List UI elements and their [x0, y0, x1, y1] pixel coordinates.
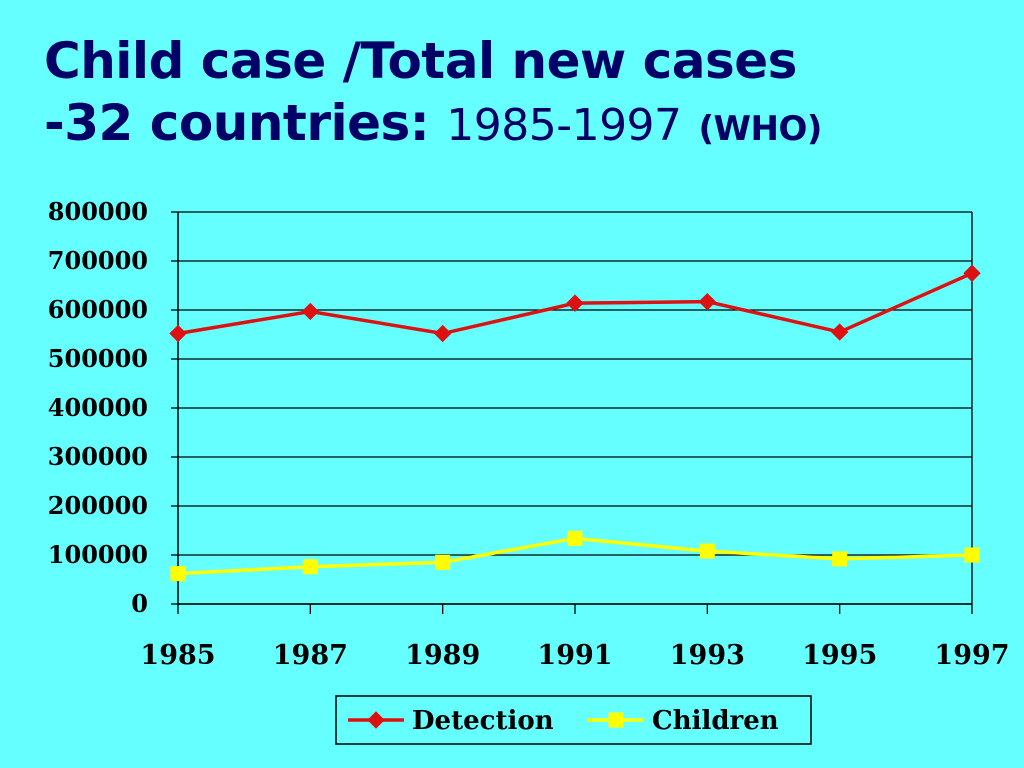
- axes: 0 100000 200000 300000 400000 500000 600000 700…: [48, 197, 1010, 671]
- series: [169, 264, 981, 582]
- data-point-detection: [830, 323, 849, 341]
- data-point-detection: [963, 264, 981, 282]
- x-tick-label: 1995: [802, 640, 877, 671]
- legend-label-children: Children: [652, 706, 779, 736]
- x-tick-label: 1987: [273, 640, 348, 671]
- x-tick-label: 1989: [405, 640, 480, 671]
- data-point-children: [435, 554, 451, 570]
- data-point-detection: [698, 292, 717, 311]
- y-tick-label: 200000: [48, 491, 148, 520]
- y-tick-label: 300000: [48, 442, 148, 471]
- legend-item-detection: Detection: [348, 706, 554, 736]
- data-point-detection: [169, 324, 187, 343]
- x-tick-label: 1991: [537, 640, 612, 671]
- data-point-children: [567, 530, 583, 546]
- data-point-detection: [566, 294, 584, 312]
- y-tick-label: 800000: [48, 197, 148, 226]
- y-tick-label: 700000: [48, 246, 148, 275]
- data-point-children: [832, 551, 848, 567]
- legend-label-detection: Detection: [412, 706, 554, 736]
- legend-swatch-marker-detection: [367, 711, 385, 729]
- series-children: [170, 530, 980, 582]
- slide-title: Child case /Total new cases -32 countrie…: [44, 30, 1004, 160]
- data-point-detection: [301, 302, 320, 321]
- title-years: 1985-1997: [446, 100, 682, 151]
- title-line-2: -32 countries: 1985-1997 (WHO): [44, 92, 1004, 160]
- x-tick-label: 1997: [934, 640, 1009, 671]
- y-tick-label: 400000: [48, 393, 148, 422]
- legend: Detection Children: [335, 695, 812, 745]
- x-tick-label: 1993: [670, 640, 745, 671]
- y-tick-label: 500000: [48, 344, 148, 373]
- legend-item-children: Children: [588, 706, 779, 736]
- title-subtitle-prefix: -32 countries:: [44, 94, 430, 152]
- title-line-1: Child case /Total new cases: [44, 32, 797, 90]
- title-source: (WHO): [698, 109, 822, 149]
- data-point-children: [964, 547, 980, 563]
- series-detection: [169, 264, 981, 343]
- x-tick-label: 1985: [140, 640, 215, 671]
- data-point-children: [699, 543, 715, 559]
- y-tick-label: 600000: [48, 295, 148, 324]
- data-point-detection: [433, 324, 452, 343]
- legend-swatch-marker-children: [608, 712, 624, 728]
- data-point-children: [302, 559, 318, 575]
- legend-box: [335, 695, 812, 745]
- y-tick-label: 0: [131, 589, 148, 618]
- data-point-children: [170, 566, 186, 582]
- y-tick-label: 100000: [48, 540, 148, 569]
